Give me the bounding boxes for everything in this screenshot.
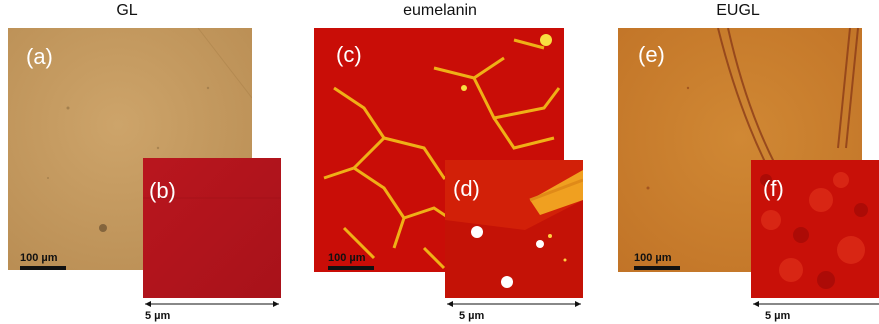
panel-b-gl-afm: (b): [143, 158, 281, 298]
scale-bar-e-line: [634, 266, 680, 270]
panel-b-label: (b): [149, 178, 176, 203]
measure-b-arrow: [145, 301, 279, 307]
measure-d-arrow: [447, 301, 581, 307]
panel-a-label: (a): [26, 44, 53, 69]
title-gl: GL: [116, 2, 138, 19]
scale-bar-e-text: 100 µm: [634, 252, 672, 264]
scale-bar-c-text: 100 µm: [328, 252, 366, 264]
scale-bar-c-line: [328, 266, 374, 270]
title-eumelanin: eumelanin: [403, 2, 477, 19]
scale-bar-c: 100 µm: [328, 250, 388, 270]
panel-f-eugl-afm: (f): [751, 160, 879, 298]
scale-bar-a-text: 100 µm: [20, 252, 58, 264]
panel-d-image: [445, 160, 583, 298]
panel-c-eumelanin-optical: (c) 100 µm: [314, 28, 564, 272]
measure-b: 5 µm: [143, 300, 281, 322]
panel-c-image: [314, 28, 564, 272]
measure-d: 5 µm: [445, 300, 583, 322]
measure-f-text: 5 µm: [765, 310, 791, 322]
title-eugl: EUGL: [716, 2, 760, 19]
measure-f-arrow: [753, 301, 879, 307]
scale-bar-a: 100 µm: [20, 250, 80, 270]
scale-bar-a-line: [20, 266, 66, 270]
panel-b-image: [143, 158, 281, 298]
panel-f-image: [751, 160, 879, 298]
panel-d-eumelanin-afm: (d): [445, 160, 583, 298]
panel-d-label: (d): [453, 176, 480, 201]
panel-e-label: (e): [638, 42, 665, 67]
scale-bar-e: 100 µm: [634, 250, 694, 270]
panel-a-gl-optical: (a) 100 µm: [8, 28, 252, 270]
measure-f: 5 µm: [751, 300, 879, 322]
measure-b-text: 5 µm: [145, 310, 171, 322]
measure-d-text: 5 µm: [459, 310, 485, 322]
panel-c-label: (c): [336, 42, 362, 67]
panel-f-label: (f): [763, 176, 784, 201]
